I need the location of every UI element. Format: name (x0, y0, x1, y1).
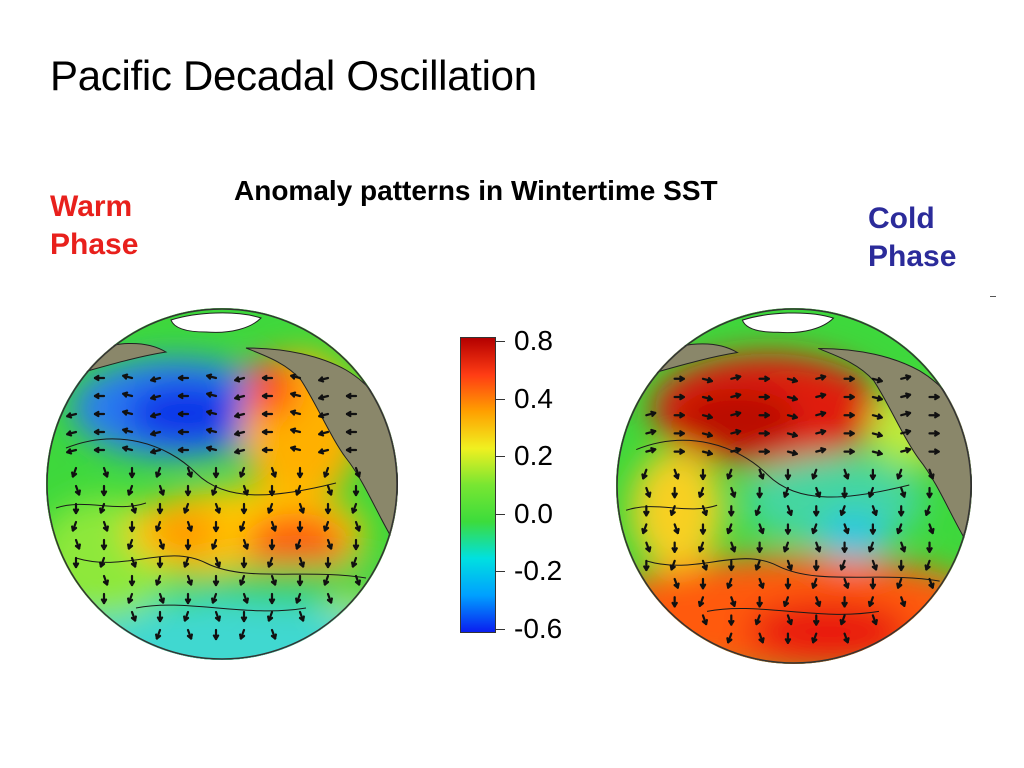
warm-phase-label: Warm Phase (50, 188, 138, 264)
warm-phase-line2: Phase (50, 228, 139, 261)
colorbar-tick-mark (495, 398, 505, 400)
cold-phase-line1: Cold (868, 202, 935, 235)
cold-phase-line2: Phase (868, 240, 957, 273)
colorbar-tick-label: 0.0 (514, 497, 553, 529)
colorbar-tick-mark (495, 513, 505, 515)
slide-title: Pacific Decadal Oscillation (50, 52, 537, 99)
colorbar-tick-mark (495, 456, 505, 458)
cold-phase-label: Cold Phase (868, 200, 956, 276)
colorbar-tick-mark (495, 629, 505, 630)
colorbar-tick-label: 0.8 (514, 325, 553, 356)
colorbar-tick-label: -0.6 (514, 613, 563, 644)
cold-phase-globe-map (616, 308, 972, 664)
colorbar-tick-mark (495, 341, 505, 342)
colorbar-tick-mark (495, 571, 505, 573)
warm-phase-line1: Warm (50, 190, 133, 223)
colorbar-tick-label: 0.4 (514, 382, 553, 414)
warm-phase-globe-map (46, 308, 398, 660)
colorbar-tick-label: 0.2 (514, 440, 553, 472)
slide-subtitle: Anomaly patterns in Wintertime SST (234, 175, 718, 206)
colorbar-tick-label: -0.2 (514, 555, 563, 587)
sst-anomaly-colorbar (460, 337, 496, 633)
stray-dash (990, 296, 996, 297)
